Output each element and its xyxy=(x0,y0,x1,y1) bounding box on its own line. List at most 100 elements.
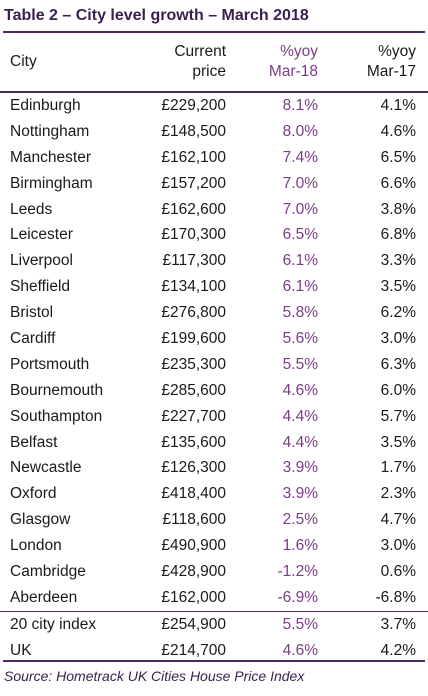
price-cell: £135,600 xyxy=(161,433,226,451)
yoy-mar17-cell: 6.3% xyxy=(380,355,416,373)
yoy-mar17-cell: 6.5% xyxy=(380,148,416,166)
yoy-mar17-cell: 3.0% xyxy=(380,329,416,347)
header-price-line1: Current xyxy=(174,43,226,60)
header-yoy17-line1: %yoy xyxy=(378,43,416,60)
table-row: Portsmouth £235,300 5.5% 6.3% xyxy=(0,352,428,378)
yoy-mar18-cell: 4.6% xyxy=(282,381,318,399)
yoy-mar17-cell: 4.7% xyxy=(380,511,416,529)
city-cell: London xyxy=(10,537,62,555)
city-cell: Liverpool xyxy=(10,252,73,270)
price-cell: £162,600 xyxy=(161,200,226,218)
yoy-mar18-cell: 1.6% xyxy=(282,537,318,555)
price-cell: £254,900 xyxy=(161,615,226,633)
price-cell: £148,500 xyxy=(161,122,226,140)
yoy-mar17-cell: 4.1% xyxy=(380,96,416,114)
price-cell: £229,200 xyxy=(161,96,226,114)
price-cell: £227,700 xyxy=(161,407,226,425)
table-row: Oxford £418,400 3.9% 2.3% xyxy=(0,481,428,507)
city-cell: 20 city index xyxy=(10,615,97,633)
yoy-mar18-cell: 2.5% xyxy=(282,511,318,529)
city-cell: Birmingham xyxy=(10,174,93,192)
price-cell: £162,100 xyxy=(161,148,226,166)
yoy-mar17-cell: 3.8% xyxy=(380,200,416,218)
yoy-mar17-cell: 4.2% xyxy=(380,641,416,659)
price-cell: £235,300 xyxy=(161,355,226,373)
table-body: Edinburgh £229,200 8.1% 4.1% Nottingham £148,… xyxy=(0,92,428,664)
header-yoy18-line1: %yoy xyxy=(280,43,318,60)
price-cell: £157,200 xyxy=(161,174,226,192)
city-cell: Leeds xyxy=(10,200,53,218)
yoy-mar18-cell: 7.0% xyxy=(282,200,318,218)
yoy-mar17-cell: 1.7% xyxy=(380,459,416,477)
yoy-mar17-cell: 3.0% xyxy=(380,537,416,555)
city-cell: Cardiff xyxy=(10,329,56,347)
yoy-mar18-cell: 5.6% xyxy=(282,329,318,347)
yoy-mar17-cell: 6.6% xyxy=(380,174,416,192)
header-yoy18-line2: Mar-18 xyxy=(268,63,318,80)
yoy-mar17-cell: 0.6% xyxy=(380,562,416,580)
city-cell: Cambridge xyxy=(10,562,86,580)
city-cell: Bristol xyxy=(10,304,54,322)
header-yoy17-line2: Mar-17 xyxy=(366,63,416,80)
city-growth-table-wrapper: City Current price %yoy Mar-18 %yoy Mar-17 … xyxy=(0,33,428,664)
table-row: Bristol £276,800 5.8% 6.2% xyxy=(0,300,428,326)
yoy-mar18-cell: -6.9% xyxy=(277,588,319,606)
table-row: Glasgow £118,600 2.5% 4.7% xyxy=(0,507,428,533)
yoy-mar18-cell: 7.4% xyxy=(282,148,318,166)
table-row: Cambridge £428,900 -1.2% 0.6% xyxy=(0,559,428,585)
city-cell: Nottingham xyxy=(10,122,90,140)
table-row: 20 city index £254,900 5.5% 3.7% xyxy=(0,611,428,637)
table-row: Manchester £162,100 7.4% 6.5% xyxy=(0,145,428,171)
yoy-mar18-cell: 5.8% xyxy=(282,304,318,322)
yoy-mar17-cell: 4.6% xyxy=(380,122,416,140)
yoy-mar17-cell: 5.7% xyxy=(380,407,416,425)
table-row: UK £214,700 4.6% 4.2% xyxy=(0,638,428,664)
table-row: Leicester £170,300 6.5% 6.8% xyxy=(0,222,428,248)
city-cell: UK xyxy=(10,641,32,659)
yoy-mar18-cell: 4.4% xyxy=(282,407,318,425)
city-cell: Sheffield xyxy=(10,278,71,296)
table-row: London £490,900 1.6% 3.0% xyxy=(0,533,428,559)
price-cell: £214,700 xyxy=(161,641,226,659)
yoy-mar18-cell: 4.4% xyxy=(282,433,318,451)
city-cell: Newcastle xyxy=(10,459,82,477)
price-cell: £134,100 xyxy=(161,278,226,296)
yoy-mar18-cell: 6.5% xyxy=(282,226,318,244)
yoy-mar18-cell: 4.6% xyxy=(282,641,318,659)
header-city: City xyxy=(0,33,150,92)
table-row: Newcastle £126,300 3.9% 1.7% xyxy=(0,455,428,481)
table-row: Leeds £162,600 7.0% 3.8% xyxy=(0,197,428,223)
yoy-mar17-cell: 6.0% xyxy=(380,381,416,399)
price-cell: £118,600 xyxy=(162,511,227,529)
price-cell: £162,000 xyxy=(161,588,226,606)
header-yoy-mar18: %yoy Mar-18 xyxy=(228,33,320,92)
yoy-mar17-cell: 3.5% xyxy=(380,433,416,451)
yoy-mar18-cell: 8.1% xyxy=(282,96,318,114)
bottom-rule xyxy=(3,660,425,662)
yoy-mar18-cell: 7.0% xyxy=(282,174,318,192)
city-cell: Aberdeen xyxy=(10,588,78,606)
yoy-mar18-cell: 5.5% xyxy=(282,355,318,373)
city-cell: Bournemouth xyxy=(10,381,104,399)
table-row: Southampton £227,700 4.4% 5.7% xyxy=(0,404,428,430)
yoy-mar17-cell: -6.8% xyxy=(375,588,417,606)
yoy-mar18-cell: 6.1% xyxy=(282,278,318,296)
yoy-mar18-cell: 3.9% xyxy=(282,459,318,477)
yoy-mar17-cell: 3.3% xyxy=(380,252,416,270)
city-cell: Portsmouth xyxy=(10,355,90,373)
header-yoy-mar17: %yoy Mar-17 xyxy=(320,33,428,92)
table-row: Sheffield £134,100 6.1% 3.5% xyxy=(0,274,428,300)
price-cell: £117,300 xyxy=(162,252,227,270)
table-row: Cardiff £199,600 5.6% 3.0% xyxy=(0,326,428,352)
top-rule xyxy=(3,31,425,33)
price-cell: £170,300 xyxy=(161,226,226,244)
header-current-price: Current price xyxy=(150,33,228,92)
table-title: Table 2 – City level growth – March 2018 xyxy=(4,7,309,24)
price-cell: £199,600 xyxy=(161,329,226,347)
yoy-mar18-cell: 5.5% xyxy=(282,615,318,633)
table-row: Nottingham £148,500 8.0% 4.6% xyxy=(0,119,428,145)
header-city-label: City xyxy=(10,53,37,70)
header-row: City Current price %yoy Mar-18 %yoy Mar-17 xyxy=(0,33,428,92)
source-note: Source: Hometrack UK Cities House Price … xyxy=(4,668,305,684)
yoy-mar17-cell: 3.7% xyxy=(380,615,416,633)
